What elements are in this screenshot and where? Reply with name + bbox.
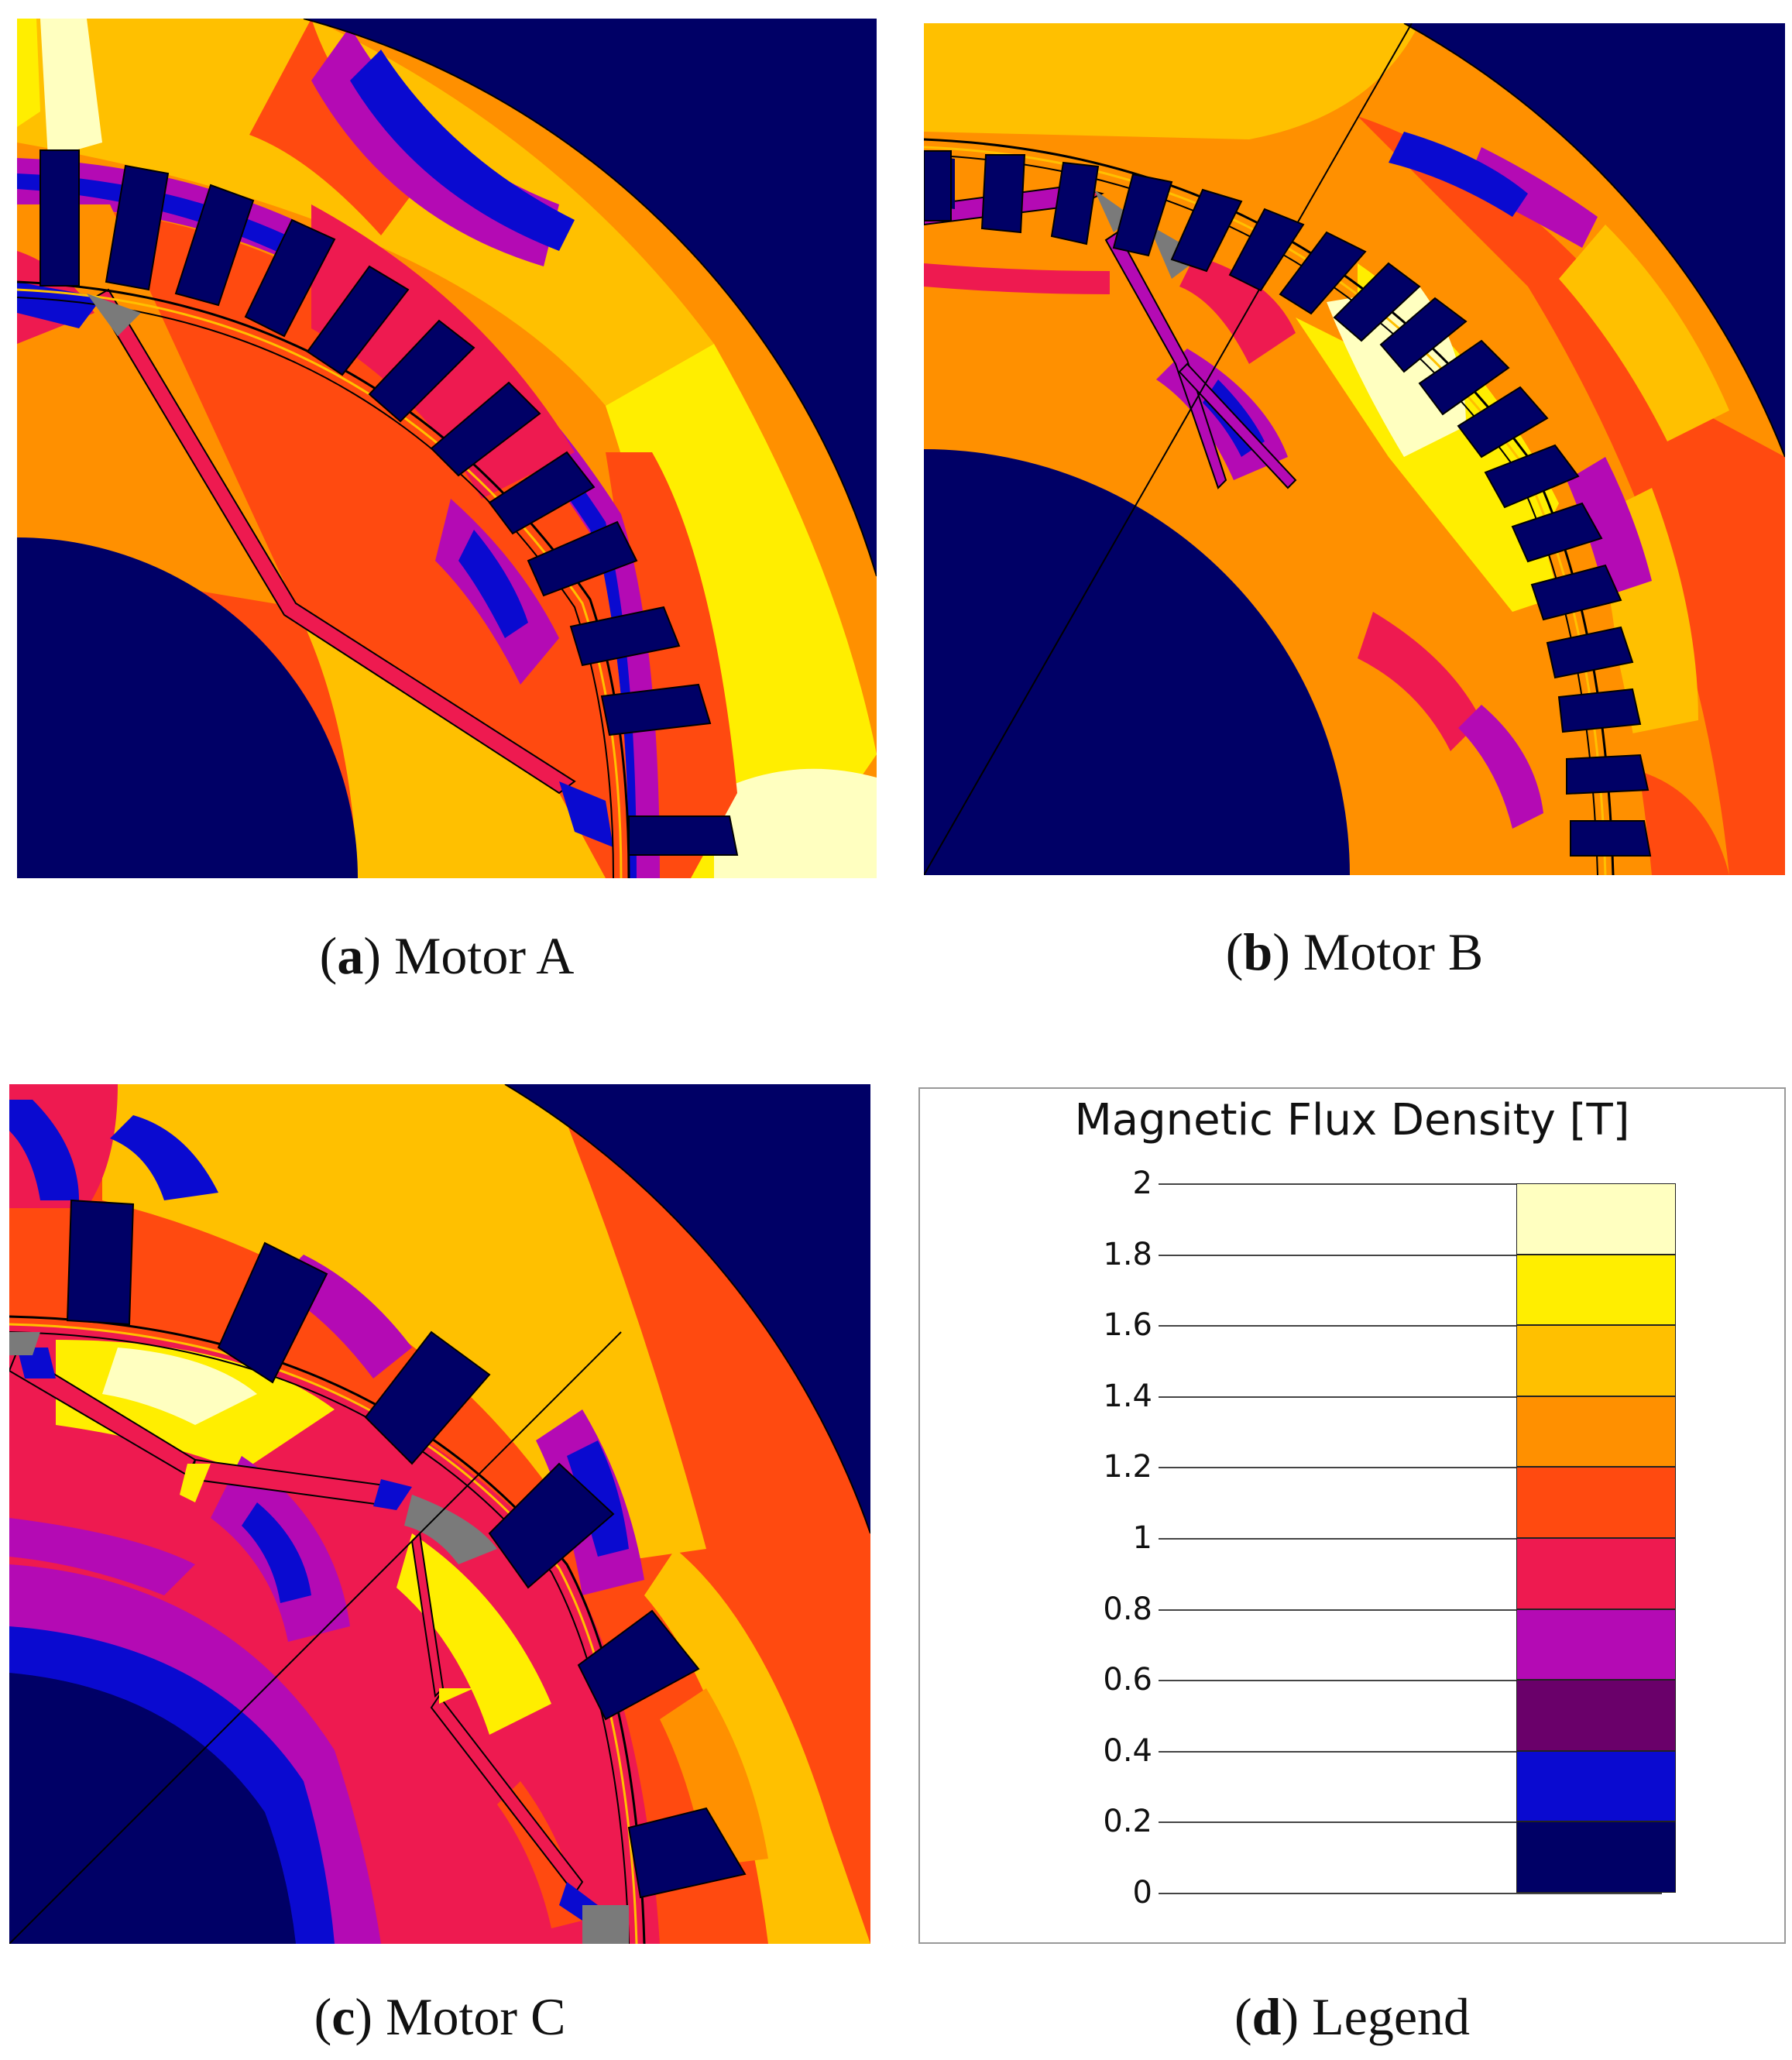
legend-tick-label: 1.8	[1103, 1236, 1152, 1272]
legend-tick-label: 1	[1132, 1520, 1152, 1556]
legend-gridline	[1159, 1750, 1662, 1753]
legend-gridline	[1159, 1893, 1662, 1894]
motor-c-flux-plot	[9, 1084, 870, 1944]
caption-legend: (d) Legend	[1234, 1987, 1471, 2046]
legend-color-swatch	[1516, 1609, 1676, 1681]
legend-tick-label: 1.2	[1103, 1449, 1152, 1485]
legend-tick-label: 0	[1132, 1875, 1152, 1911]
legend-tick-label: 1.6	[1103, 1307, 1152, 1344]
legend-color-swatch	[1516, 1750, 1676, 1822]
motor-b-stator-slots	[924, 150, 1652, 857]
flux-density-legend: Magnetic Flux Density [T] 2 1.8 1.6 1.4 1.2 1…	[918, 1087, 1786, 1944]
legend-color-swatch	[1516, 1538, 1676, 1609]
legend-tick-label: 0.2	[1103, 1804, 1152, 1840]
caption-letter: (b)	[1225, 922, 1290, 981]
motor-a-svg	[17, 19, 877, 878]
motor-b-flux-plot	[924, 23, 1785, 875]
caption-motor-b: (b) Motor B	[1225, 922, 1484, 981]
legend-color-swatch	[1516, 1680, 1676, 1751]
legend-gridline	[1159, 1183, 1662, 1185]
caption-motor-c: (c) Motor C	[314, 1987, 566, 2046]
legend-tick-label: 0.6	[1103, 1662, 1152, 1698]
caption-letter: (d)	[1234, 1987, 1299, 2046]
legend-tick-label: 0.8	[1103, 1591, 1152, 1627]
caption-letter: (a)	[319, 926, 381, 985]
legend-gridline	[1159, 1609, 1662, 1611]
motor-a-stator-slots	[39, 149, 739, 856]
legend-tick-label: 2	[1132, 1166, 1152, 1201]
motor-c-stator-slots	[66, 1199, 747, 1899]
motor-b-svg	[924, 23, 1785, 875]
legend-color-swatch	[1516, 1325, 1676, 1396]
legend-gridline	[1159, 1680, 1662, 1682]
motor-a-flux-plot	[17, 19, 877, 878]
legend-color-swatch	[1516, 1183, 1676, 1255]
legend-gridline	[1159, 1467, 1662, 1469]
legend-color-swatch	[1516, 1396, 1676, 1468]
legend-gridline	[1159, 1325, 1662, 1327]
legend-color-swatch	[1516, 1467, 1676, 1538]
caption-motor-a: (a) Motor A	[319, 926, 575, 985]
legend-tick-label: 1.4	[1103, 1378, 1152, 1414]
legend-color-swatch	[1516, 1821, 1676, 1893]
legend-tick-label: 0.4	[1103, 1732, 1152, 1769]
caption-letter: (c)	[314, 1987, 373, 2046]
legend-gridline	[1159, 1538, 1662, 1540]
legend-gridline	[1159, 1821, 1662, 1824]
legend-gridline	[1159, 1396, 1662, 1398]
motor-c-svg	[9, 1084, 870, 1944]
legend-color-swatch	[1516, 1254, 1676, 1326]
legend-title: Magnetic Flux Density [T]	[1074, 1095, 1630, 1145]
legend-gridline	[1159, 1254, 1662, 1256]
